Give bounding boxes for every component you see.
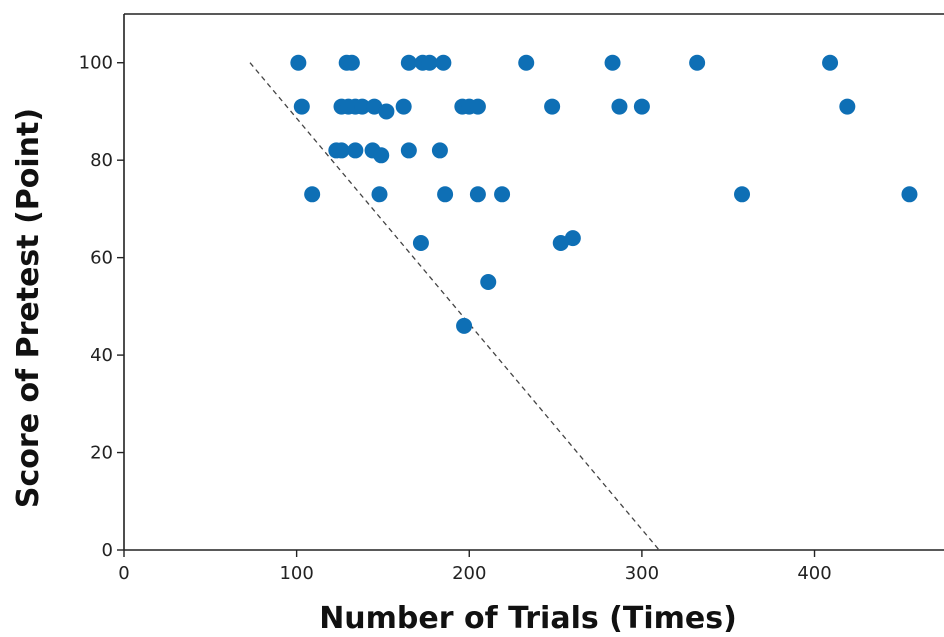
y-tick-label: 80 [90,150,113,171]
data-point [400,142,417,159]
data-point [469,98,486,115]
data-point [354,98,371,115]
data-point [400,54,417,71]
data-point [395,98,412,115]
data-point [604,54,621,71]
data-point [293,98,310,115]
data-point [421,54,438,71]
data-point [373,147,390,164]
data-point [412,235,429,252]
y-axis-label: Score of Pretest (Point) [11,108,46,508]
data-point [435,54,452,71]
data-point [290,54,307,71]
axes-layer: 0 100 200 300 400 0 20 40 60 80 100 [79,13,944,584]
data-point [343,54,360,71]
data-point [633,98,650,115]
y-tick-label: 100 [79,53,113,74]
data-point [564,230,581,247]
data-point [431,142,448,159]
x-axis-label: Number of Trials (Times) [319,601,737,636]
data-point [518,54,535,71]
y-tick-label: 0 [102,540,113,561]
y-tick-label: 20 [90,443,113,464]
points-layer [290,54,918,334]
data-point [437,186,454,203]
y-tick-label: 60 [90,248,113,269]
data-point [901,186,918,203]
data-point [544,98,561,115]
reference-line [249,62,660,551]
data-point [366,98,383,115]
data-point [333,142,350,159]
data-point [822,54,839,71]
x-tick-label: 100 [279,563,313,584]
data-point [552,235,569,252]
data-point [494,186,511,203]
data-point [689,54,706,71]
data-point [611,98,628,115]
plot-area [249,62,660,551]
x-tick-label: 300 [625,563,659,584]
data-point [347,142,364,159]
data-point [378,103,395,120]
x-tick-label: 0 [118,563,129,584]
data-point [469,186,486,203]
data-point [839,98,856,115]
data-point [456,317,473,334]
y-tick-label: 40 [90,345,113,366]
x-tick-label: 200 [452,563,486,584]
data-point [304,186,321,203]
data-point [734,186,751,203]
x-tick-label: 400 [797,563,831,584]
data-point [371,186,388,203]
data-point [480,274,497,290]
